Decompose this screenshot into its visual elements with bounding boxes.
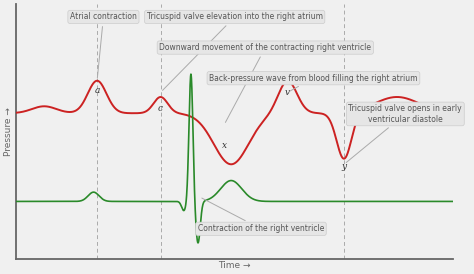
Text: Downward movement of the contracting right ventricle: Downward movement of the contracting rig… [159,43,371,122]
Text: a: a [94,85,100,95]
X-axis label: Time →: Time → [219,261,251,270]
Text: Atrial contraction: Atrial contraction [70,12,137,78]
Text: Tricuspid valve opens in early
ventricular diastole: Tricuspid valve opens in early ventricul… [346,104,462,162]
Y-axis label: Pressure →: Pressure → [4,107,13,156]
Text: v: v [285,88,290,97]
Text: Tricuspid valve elevation into the right atrium: Tricuspid valve elevation into the right… [146,12,323,90]
Text: y: y [341,162,346,171]
Text: x: x [221,141,227,150]
Text: Contraction of the right ventricle: Contraction of the right ventricle [198,198,324,233]
Text: c: c [158,104,163,113]
Text: Back-pressure wave from blood filling the right atrium: Back-pressure wave from blood filling th… [209,74,418,91]
